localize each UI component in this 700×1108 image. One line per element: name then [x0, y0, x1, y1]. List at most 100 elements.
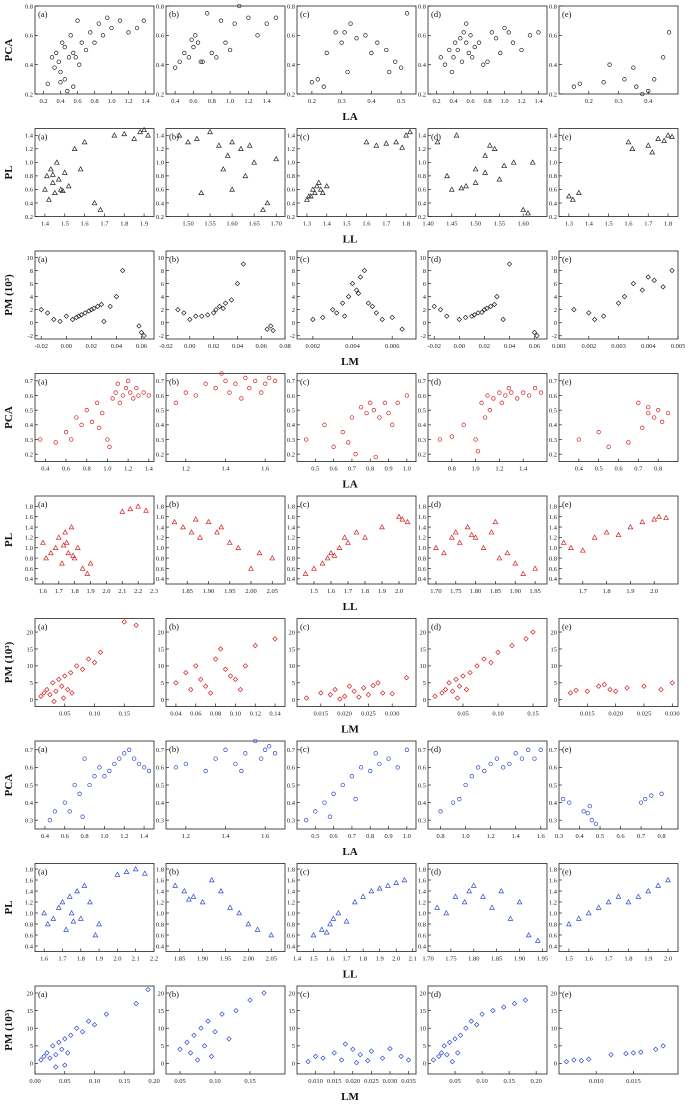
y-tick-label: 0.4	[418, 200, 427, 207]
panel-letter: (c)	[300, 132, 310, 142]
data-point	[183, 761, 188, 767]
data-point	[666, 30, 672, 35]
data-point	[368, 887, 375, 894]
x-tick-label: 1.85	[491, 956, 502, 963]
x-tick-label: 0.04	[232, 343, 244, 350]
data-point	[480, 544, 487, 550]
data-point	[200, 59, 205, 64]
panel-letter: (b)	[169, 377, 179, 387]
data-point	[205, 1018, 211, 1024]
panel-letter: (e)	[562, 744, 572, 754]
data-point	[68, 1032, 74, 1038]
data-point	[480, 893, 486, 899]
data-point	[91, 659, 98, 666]
y-tick-label: 0	[554, 697, 557, 704]
data-point	[652, 77, 657, 82]
data-point	[353, 452, 358, 457]
data-point	[331, 444, 336, 449]
y-tick-label: 0.5	[156, 407, 164, 414]
x-tick-label: 1.50	[182, 221, 193, 228]
x-tick-label: 0.6	[616, 833, 625, 840]
x-tick-label: 0.20	[148, 1078, 159, 1085]
data-point	[592, 316, 598, 323]
data-point	[229, 139, 236, 145]
y-tick-label: 2	[161, 307, 164, 314]
y-tick-label: 6	[554, 281, 558, 288]
data-point	[238, 145, 244, 151]
x-tick-label: 0.020	[345, 1078, 360, 1085]
data-point	[218, 524, 225, 530]
y-tick-label: 1.0	[156, 545, 164, 552]
data-point	[404, 518, 411, 525]
data-point	[47, 691, 53, 698]
panel-letter: (c)	[300, 989, 310, 999]
data-point	[645, 274, 651, 280]
data-point	[464, 40, 469, 45]
y-tick-label: 15	[551, 646, 558, 653]
data-point	[56, 59, 61, 64]
y-tick-label: 4	[554, 294, 558, 301]
data-point	[270, 327, 276, 334]
y-tick-label: 0.3	[156, 818, 164, 825]
y-tick-label: 10	[551, 255, 558, 262]
data-point	[497, 390, 502, 395]
y-tick-label: 1.6	[287, 514, 296, 521]
x-tick-label: 0.10	[209, 1078, 220, 1085]
x-tick-label: 1.7	[343, 956, 352, 963]
data-point	[318, 690, 324, 696]
data-point	[59, 683, 65, 689]
y-tick-label: 1.8	[287, 866, 295, 873]
x-tick-label: 1.2	[182, 833, 190, 840]
y-tick-label: 6	[292, 281, 296, 288]
x-tick-label: 1.2	[182, 466, 190, 473]
data-point	[595, 904, 602, 910]
x-tick-label: 0.8	[436, 833, 444, 840]
x-tick-label: 0.10	[89, 711, 100, 718]
y-tick-label: 1.6	[287, 877, 296, 884]
x-tick-label: 1.4	[221, 833, 230, 840]
y-tick-label: 1.2	[25, 535, 33, 542]
data-point	[403, 132, 409, 138]
panel-letter: (d)	[431, 622, 441, 632]
x-tick-label: 1.4	[519, 466, 528, 473]
data-point	[97, 765, 102, 770]
panel-letter: (a)	[38, 622, 48, 632]
data-point	[538, 747, 543, 752]
y-tick-label: 1.8	[156, 504, 164, 511]
data-point	[601, 681, 608, 688]
data-point	[534, 333, 540, 339]
x-tick-label: 0.030	[665, 711, 680, 718]
scatter-panel: (c) 0.002 0.004 0.006 -2 0 2 4 6 8 10	[289, 250, 417, 350]
y-tick-label: 0	[161, 697, 164, 704]
panel-letter: (d)	[431, 254, 441, 264]
y-tick-label: 1.2	[156, 535, 164, 542]
y-tick-label: 10	[158, 663, 165, 670]
data-point	[519, 47, 524, 53]
y-tick-label: 0.4	[287, 200, 296, 207]
data-point	[343, 918, 350, 924]
x-tick-label: 1.7	[382, 221, 391, 228]
data-point	[259, 756, 264, 761]
data-point	[60, 542, 67, 548]
x-tick-label: 0.8	[366, 833, 374, 840]
data-point	[479, 309, 485, 315]
scatter-panel: (d) 0.05 0.10 0.15 0.20 0 5 10 15 20	[420, 985, 548, 1085]
data-point	[68, 669, 74, 676]
x-tick-label: 1.9	[95, 956, 103, 963]
data-point	[387, 69, 392, 75]
plot-frame	[34, 863, 155, 952]
data-point	[74, 544, 81, 550]
data-point	[651, 277, 657, 284]
panel-letter: (b)	[169, 132, 179, 142]
data-point	[177, 1046, 183, 1053]
data-point	[442, 686, 449, 693]
data-point	[41, 690, 47, 696]
data-point	[531, 329, 538, 336]
x-tick-label: 1.9	[86, 588, 94, 595]
data-point	[38, 1057, 44, 1063]
scatter-panel: (d) 0.05 0.10 0.15 0 5 10 15 20	[420, 618, 548, 718]
data-point	[356, 694, 362, 700]
x-tick-label: 0.04	[111, 343, 123, 350]
x-tick-label: 1.75	[450, 588, 461, 595]
plot-frame	[558, 5, 679, 95]
